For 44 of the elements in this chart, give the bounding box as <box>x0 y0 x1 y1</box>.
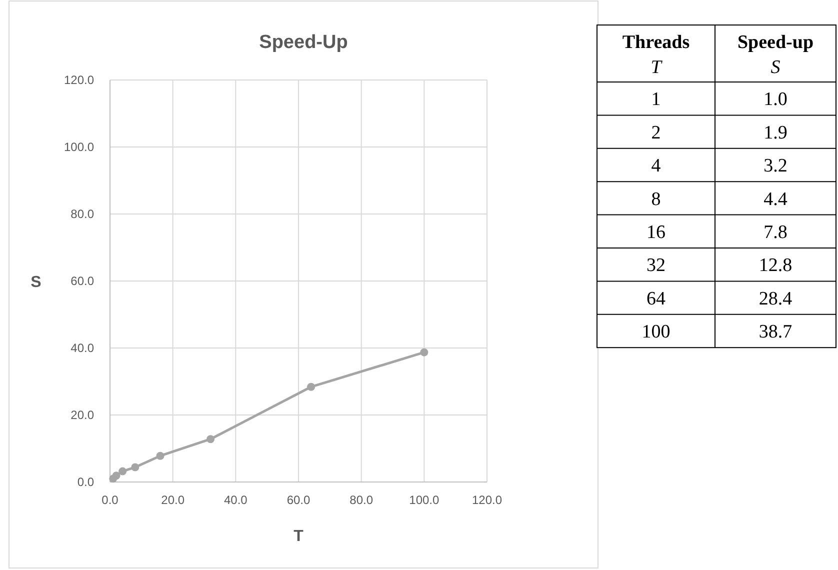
text: 38.7 <box>758 322 792 343</box>
point <box>206 435 215 444</box>
text: 32 <box>646 255 666 276</box>
y-tick-label: 40.0 <box>70 341 94 355</box>
text: 12.8 <box>758 255 792 276</box>
text: Threads <box>622 32 690 53</box>
point <box>131 463 140 472</box>
x-tick-label: 100.0 <box>409 493 440 507</box>
point <box>112 472 120 480</box>
x-tick-label: 60.0 <box>286 493 310 507</box>
point <box>118 467 127 476</box>
x-tick-label: 40.0 <box>224 493 248 507</box>
text: 4.4 <box>764 188 788 210</box>
text: 1.0 <box>764 89 788 110</box>
text: 64 <box>646 288 666 310</box>
x-tick-label: 120.0 <box>472 493 502 507</box>
point <box>156 452 164 460</box>
text: 4 <box>651 156 662 177</box>
y-tick-label: 80.0 <box>70 207 94 221</box>
text: 3.2 <box>764 156 788 177</box>
x-tick-label: 80.0 <box>350 493 374 507</box>
text: 16 <box>646 222 666 243</box>
text: S <box>770 57 781 78</box>
text: 1.9 <box>764 122 788 144</box>
text: T <box>650 57 663 78</box>
y-axis-title: S <box>30 274 42 291</box>
text: 2 <box>651 122 661 144</box>
text: 1 <box>651 89 661 110</box>
y-tick-label: 20.0 <box>70 408 94 422</box>
y-tick-label: 0.0 <box>77 475 94 489</box>
text: 8 <box>651 188 661 210</box>
x-tick-label: 0.0 <box>102 493 119 507</box>
text: 100 <box>642 322 670 343</box>
x-axis-title: T <box>294 528 304 545</box>
y-tick-label: 60.0 <box>70 274 94 288</box>
y-tick-label: 120.0 <box>64 73 94 87</box>
chart-title: Speed-Up <box>259 32 348 53</box>
point <box>307 382 316 391</box>
y-tick-label: 100.0 <box>64 140 94 154</box>
text: 7.8 <box>764 222 788 243</box>
text: Speed-up <box>737 32 814 53</box>
point <box>420 348 428 356</box>
text: 28.4 <box>758 288 793 310</box>
x-tick-label: 20.0 <box>161 493 185 507</box>
